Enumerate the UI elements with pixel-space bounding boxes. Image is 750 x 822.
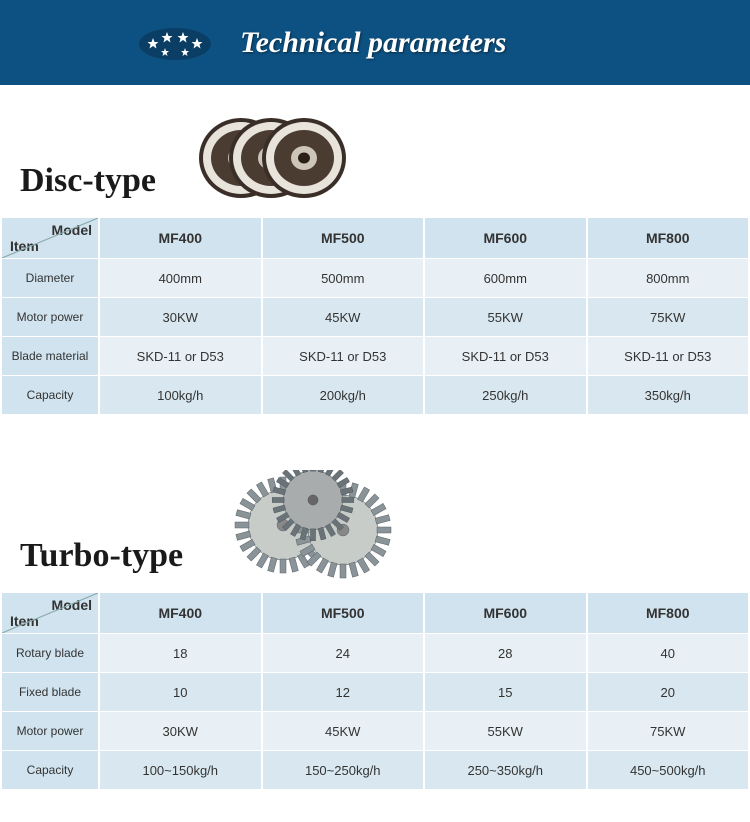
cell: 600mm	[425, 259, 586, 297]
corner-model-label: Model	[52, 222, 92, 238]
disc-table: Model Item MF400 MF500 MF600 MF800 Diame…	[0, 217, 750, 415]
row-header: Blade material	[2, 337, 98, 375]
row-header: Capacity	[2, 751, 98, 789]
row-header: Fixed blade	[2, 673, 98, 711]
cell: 75KW	[588, 712, 749, 750]
cell: 350kg/h	[588, 376, 749, 414]
disc-image-icon	[186, 110, 356, 205]
disc-section-header: Disc-type	[0, 110, 750, 205]
turbo-table: Model Item MF400 MF500 MF600 MF800 Rotar…	[0, 592, 750, 790]
corner-cell: Model Item	[2, 593, 98, 633]
turbo-section-header: Turbo-type	[0, 470, 750, 580]
table-row: Capacity 100kg/h 200kg/h 250kg/h 350kg/h	[2, 376, 748, 414]
cell: 250~350kg/h	[425, 751, 586, 789]
table-row: Rotary blade 18 24 28 40	[2, 634, 748, 672]
row-header: Capacity	[2, 376, 98, 414]
table-row: Diameter 400mm 500mm 600mm 800mm	[2, 259, 748, 297]
corner-item-label: Item	[10, 613, 39, 629]
cell: 45KW	[263, 712, 424, 750]
table-row: Motor power 30KW 45KW 55KW 75KW	[2, 298, 748, 336]
cell: SKD-11 or D53	[263, 337, 424, 375]
cell: 500mm	[263, 259, 424, 297]
col-header: MF600	[425, 218, 586, 258]
row-header: Motor power	[2, 712, 98, 750]
col-header: MF400	[100, 218, 261, 258]
cell: 10	[100, 673, 261, 711]
disc-section: Disc-type	[0, 110, 750, 415]
cell: SKD-11 or D53	[425, 337, 586, 375]
cell: 55KW	[425, 712, 586, 750]
cell: SKD-11 or D53	[100, 337, 261, 375]
cell: 15	[425, 673, 586, 711]
cell: 100~150kg/h	[100, 751, 261, 789]
col-header: MF600	[425, 593, 586, 633]
turbo-image-icon	[213, 470, 413, 580]
table-row: Fixed blade 10 12 15 20	[2, 673, 748, 711]
cell: 100kg/h	[100, 376, 261, 414]
table-row: Motor power 30KW 45KW 55KW 75KW	[2, 712, 748, 750]
col-header: MF500	[263, 218, 424, 258]
cell: 18	[100, 634, 261, 672]
row-header: Motor power	[2, 298, 98, 336]
cell: 40	[588, 634, 749, 672]
cell: 200kg/h	[263, 376, 424, 414]
cell: 150~250kg/h	[263, 751, 424, 789]
cell: 250kg/h	[425, 376, 586, 414]
corner-model-label: Model	[52, 597, 92, 613]
cell: 20	[588, 673, 749, 711]
cell: 28	[425, 634, 586, 672]
row-header: Diameter	[2, 259, 98, 297]
cell: 45KW	[263, 298, 424, 336]
cell: SKD-11 or D53	[588, 337, 749, 375]
corner-item-label: Item	[10, 238, 39, 254]
cell: 24	[263, 634, 424, 672]
cell: 800mm	[588, 259, 749, 297]
disc-title: Disc-type	[20, 162, 156, 205]
cell: 400mm	[100, 259, 261, 297]
cell: 12	[263, 673, 424, 711]
table-row: Capacity 100~150kg/h 150~250kg/h 250~350…	[2, 751, 748, 789]
col-header: MF400	[100, 593, 261, 633]
col-header: MF800	[588, 218, 749, 258]
stars-logo-icon	[135, 20, 215, 65]
cell: 30KW	[100, 712, 261, 750]
cell: 55KW	[425, 298, 586, 336]
col-header: MF800	[588, 593, 749, 633]
col-header: MF500	[263, 593, 424, 633]
cell: 30KW	[100, 298, 261, 336]
corner-cell: Model Item	[2, 218, 98, 258]
turbo-title: Turbo-type	[20, 537, 183, 580]
row-header: Rotary blade	[2, 634, 98, 672]
turbo-section: Turbo-type	[0, 470, 750, 790]
table-row: Blade material SKD-11 or D53 SKD-11 or D…	[2, 337, 748, 375]
header-banner: Technical parameters	[0, 0, 750, 85]
cell: 450~500kg/h	[588, 751, 749, 789]
cell: 75KW	[588, 298, 749, 336]
banner-title: Technical parameters	[240, 26, 506, 60]
